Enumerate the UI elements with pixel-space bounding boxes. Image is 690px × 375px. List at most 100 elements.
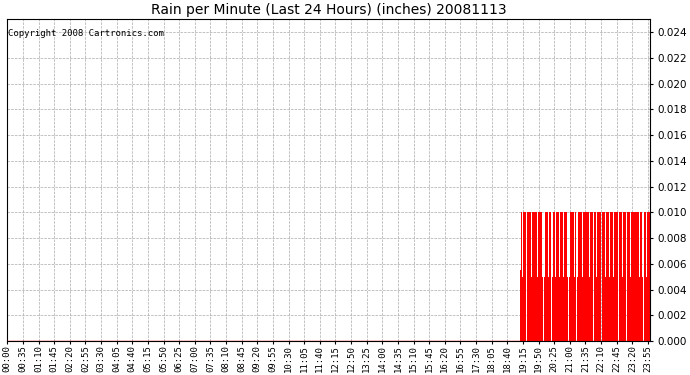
Bar xyxy=(564,213,565,341)
Bar xyxy=(587,213,588,341)
Bar xyxy=(645,213,646,341)
Bar xyxy=(602,213,603,341)
Bar xyxy=(603,213,604,341)
Bar xyxy=(583,213,584,341)
Bar xyxy=(566,277,568,341)
Bar xyxy=(558,213,559,341)
Bar xyxy=(589,277,590,341)
Bar xyxy=(536,213,538,341)
Bar xyxy=(555,277,556,341)
Bar xyxy=(527,213,529,341)
Bar xyxy=(595,213,596,341)
Bar xyxy=(640,213,641,341)
Title: Rain per Minute (Last 24 Hours) (inches) 20081113: Rain per Minute (Last 24 Hours) (inches)… xyxy=(150,3,506,17)
Bar xyxy=(641,213,642,341)
Bar xyxy=(623,213,624,341)
Bar xyxy=(581,213,582,341)
Bar xyxy=(544,277,545,341)
Bar xyxy=(609,213,611,341)
Bar xyxy=(590,213,591,341)
Bar xyxy=(614,213,615,341)
Bar xyxy=(571,213,572,341)
Bar xyxy=(596,277,597,341)
Bar xyxy=(529,213,530,341)
Bar xyxy=(584,277,585,341)
Bar xyxy=(629,213,630,341)
Bar xyxy=(545,213,546,341)
Bar xyxy=(639,277,640,341)
Bar xyxy=(533,213,535,341)
Bar xyxy=(647,213,648,341)
Bar xyxy=(531,277,532,341)
Bar xyxy=(577,213,578,341)
Bar xyxy=(649,213,650,341)
Text: Copyright 2008 Cartronics.com: Copyright 2008 Cartronics.com xyxy=(8,29,164,38)
Bar xyxy=(597,213,598,341)
Bar xyxy=(525,213,526,341)
Bar xyxy=(636,213,637,341)
Bar xyxy=(608,213,609,341)
Bar xyxy=(532,213,533,341)
Bar xyxy=(547,213,548,341)
Bar xyxy=(605,277,606,341)
Bar xyxy=(642,213,644,341)
Bar xyxy=(554,213,555,341)
Bar xyxy=(631,213,632,341)
Bar xyxy=(557,213,558,341)
Bar xyxy=(521,213,522,341)
Bar xyxy=(633,213,635,341)
Bar xyxy=(540,213,541,341)
Bar xyxy=(569,277,570,341)
Bar xyxy=(553,213,554,341)
Bar xyxy=(598,213,599,341)
Bar xyxy=(542,213,544,341)
Bar xyxy=(580,213,581,341)
Bar xyxy=(578,213,579,341)
Bar xyxy=(607,213,608,341)
Bar xyxy=(612,213,613,341)
Bar xyxy=(604,213,605,341)
Bar xyxy=(530,213,531,341)
Bar xyxy=(574,277,575,341)
Bar xyxy=(573,213,574,341)
Bar xyxy=(560,213,561,341)
Bar xyxy=(550,213,551,341)
Bar xyxy=(562,213,563,341)
Bar xyxy=(599,213,600,341)
Bar xyxy=(559,277,560,341)
Bar xyxy=(568,213,569,341)
Bar xyxy=(548,277,549,341)
Bar xyxy=(620,213,621,341)
Bar xyxy=(611,213,612,341)
Bar xyxy=(601,277,602,341)
Bar xyxy=(582,277,583,341)
Bar xyxy=(520,270,521,341)
Bar xyxy=(648,213,649,341)
Bar xyxy=(572,213,573,341)
Bar xyxy=(535,213,536,341)
Bar xyxy=(638,213,639,341)
Bar xyxy=(618,213,620,341)
Bar xyxy=(588,213,589,341)
Bar xyxy=(541,213,542,341)
Bar xyxy=(546,213,547,341)
Bar xyxy=(616,213,617,341)
Bar xyxy=(526,213,527,341)
Bar xyxy=(626,277,627,341)
Bar xyxy=(617,213,618,341)
Bar xyxy=(522,277,523,341)
Bar xyxy=(579,213,580,341)
Bar xyxy=(627,213,629,341)
Bar xyxy=(622,277,623,341)
Bar xyxy=(594,213,595,341)
Bar xyxy=(593,277,594,341)
Bar xyxy=(575,213,576,341)
Bar xyxy=(621,213,622,341)
Bar xyxy=(539,213,540,341)
Bar xyxy=(538,213,539,341)
Bar xyxy=(613,277,614,341)
Bar xyxy=(549,213,550,341)
Bar xyxy=(606,213,607,341)
Bar xyxy=(644,213,645,341)
Bar xyxy=(592,213,593,341)
